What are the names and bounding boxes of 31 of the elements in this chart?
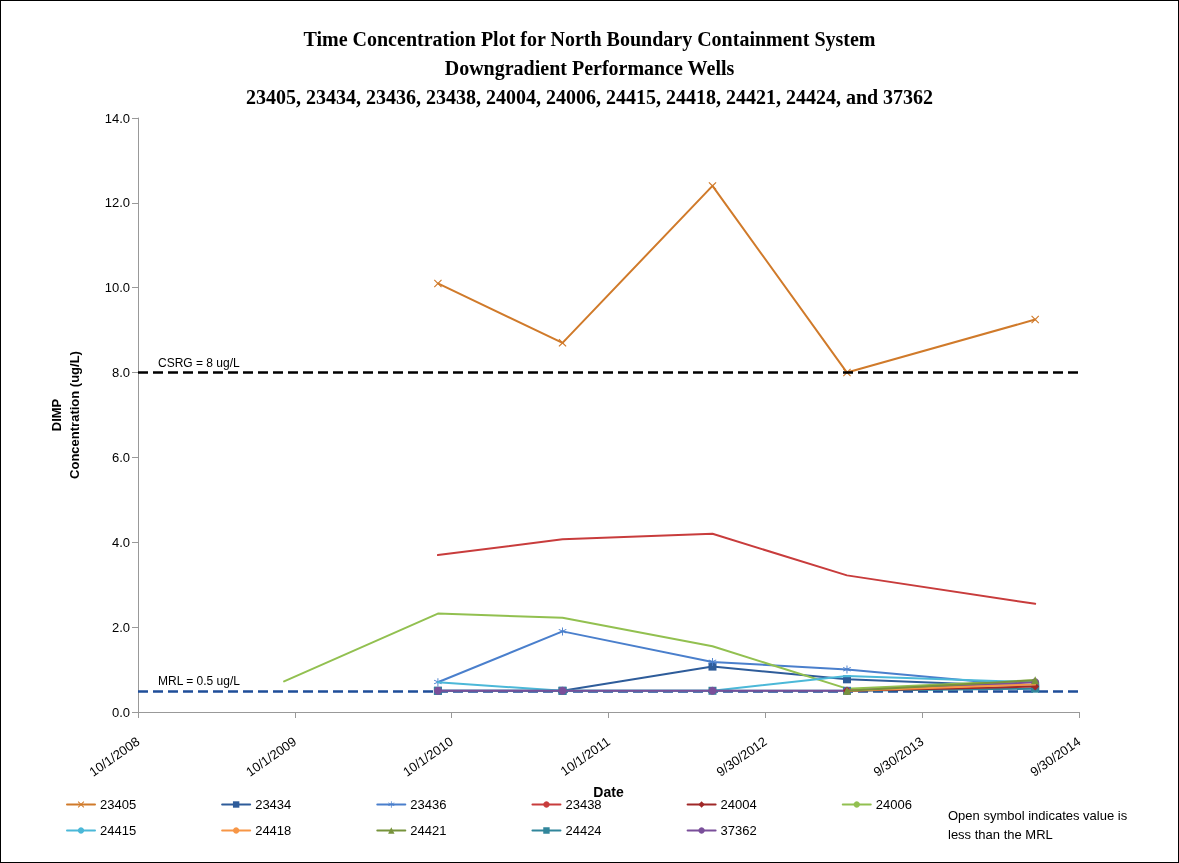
y-tick-label: 12.0: [104, 195, 130, 211]
y-axis-title: DIMP Concentration (ug/L): [48, 351, 82, 479]
ref-line-label: MRL = 0.5 ug/L: [158, 673, 241, 688]
legend-label: 23434: [255, 797, 292, 812]
legend-label: 24421: [410, 823, 447, 838]
legend-label: 23436: [410, 797, 447, 812]
chart-title: Time Concentration Plot for North Boundary Containment System Downgradient Performance Wells 23405, 23434, 23436, 23438, 24004, 24006, 24415, 24418, 24421, 24424, and 37362: [245, 27, 934, 108]
legend-label: 23405: [100, 797, 137, 812]
ref-line-label: CSRG = 8 ug/L: [158, 355, 241, 370]
y-tick-label: 0.0: [111, 704, 130, 720]
y-tick-label: 14.0: [104, 110, 130, 126]
point: [558, 627, 567, 636]
line-series: [436, 532, 1037, 605]
legend-label: 24418: [255, 823, 292, 838]
point: [433, 279, 442, 288]
legend-label: 24415: [100, 823, 137, 838]
y-tick-label: 4.0: [111, 534, 130, 550]
point: [708, 657, 717, 666]
legend-label: 24004: [720, 797, 757, 812]
y-tick-label: 8.0: [111, 365, 130, 381]
y-tick-label: 6.0: [111, 449, 130, 465]
text: Open symbol indicates value is less than the MRL: [948, 808, 1128, 842]
legend-label: 37362: [720, 823, 757, 838]
legend-label: 24006: [875, 797, 912, 812]
point: [1031, 315, 1040, 324]
point: [708, 181, 717, 190]
y-tick-label: 2.0: [111, 619, 130, 635]
point: [708, 662, 717, 671]
y-tick-label: 10.0: [104, 280, 130, 296]
legend-label: 24424: [565, 823, 602, 838]
point: [558, 338, 567, 347]
